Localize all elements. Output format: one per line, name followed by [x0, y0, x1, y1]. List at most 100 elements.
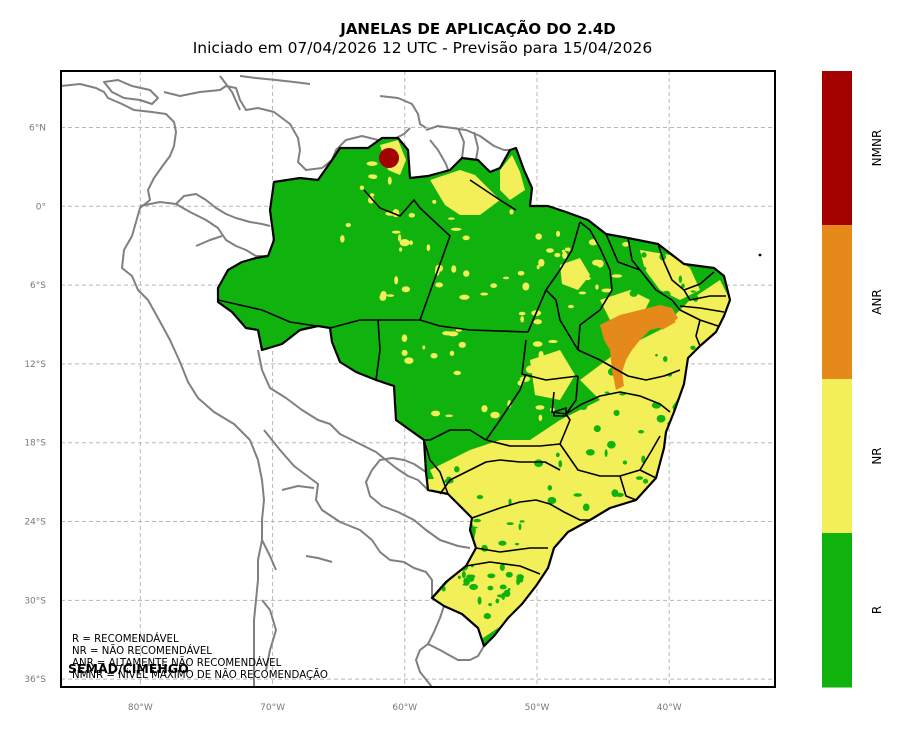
legend-line-r: R = RECOMENDÁVEL [72, 632, 179, 645]
r-speckle [495, 598, 500, 604]
nr-speckle [366, 161, 378, 166]
nr-speckle [430, 352, 438, 359]
nr-speckle [533, 319, 542, 325]
nr-speckle [622, 242, 630, 247]
nr-speckle [535, 233, 542, 240]
r-speckle [638, 430, 645, 434]
r-speckle [547, 485, 553, 491]
nr-speckle [535, 405, 545, 410]
nr-speckle [554, 252, 561, 258]
colorbar-label-nr: NR [870, 447, 884, 464]
nr-speckle [538, 351, 544, 360]
nr-speckle [459, 294, 470, 300]
nr-speckle [445, 414, 453, 418]
nr-speckle [432, 199, 437, 204]
r-speckle [483, 613, 492, 620]
nr-speckle [548, 339, 558, 344]
r-speckle [468, 575, 475, 582]
nr-speckle [408, 213, 416, 218]
r-speckle [446, 476, 452, 479]
coastlines [61, 75, 510, 687]
r-speckle [585, 449, 595, 456]
nr-speckle [401, 286, 411, 293]
nr-speckle [398, 234, 402, 242]
colorbar-segment-anr [822, 225, 852, 380]
nr-speckle [518, 311, 526, 316]
nr-speckle [391, 230, 401, 234]
r-speckle [613, 409, 620, 417]
lon-labels: 80°W 70°W 60°W 50°W 40°W [128, 703, 682, 713]
legend: R = RECOMENDÁVEL NR = NÃO RECOMENDÁVEL A… [68, 632, 328, 681]
lat-labels: 6°N 0° 6°S 12°S 18°S 24°S 30°S 36°S [24, 123, 46, 685]
lon-tick-label: 50°W [525, 703, 550, 713]
nr-speckle [463, 270, 470, 277]
island-marker [758, 253, 762, 257]
state-borders [216, 136, 732, 648]
r-speckle [508, 498, 512, 506]
r-speckle [498, 540, 507, 546]
nr-speckle [601, 288, 613, 293]
r-speckle [462, 583, 469, 586]
r-speckle [503, 589, 511, 598]
r-speckle [628, 276, 637, 282]
r-speckle [498, 594, 506, 598]
nr-speckle [584, 276, 591, 281]
nr-speckle [379, 293, 387, 301]
r-speckle [656, 414, 666, 423]
nr-speckle [359, 185, 365, 190]
r-speckle [655, 353, 658, 357]
nr-speckle [447, 331, 459, 337]
nr-speckle [401, 334, 408, 343]
nr-speckle [480, 292, 489, 296]
nr-speckle [422, 345, 426, 350]
r-speckle [663, 356, 668, 363]
colorbar: NMNR ANR NR R [822, 71, 884, 688]
nr-speckle [517, 270, 525, 276]
nr-speckle [568, 304, 574, 309]
r-speckle [678, 275, 683, 284]
r-speckle [515, 542, 520, 546]
nr-speckle [562, 251, 568, 259]
legend-line-nmnr: NMNR = NÍVEL MÁXIMO DE NÃO RECOMENDAÇÃO [72, 668, 328, 681]
nr-speckle [566, 247, 571, 252]
nr-speckle [595, 284, 599, 290]
nr-speckle [449, 350, 455, 356]
nr-speckle [536, 265, 540, 270]
nr-speckle [578, 291, 587, 295]
nr-speckle [431, 410, 441, 417]
r-speckle [506, 522, 514, 525]
nr-speckle [458, 341, 466, 348]
lon-tick-label: 40°W [657, 703, 682, 713]
r-speckle [469, 583, 478, 591]
lat-tick-label: 36°S [24, 675, 46, 685]
nr-speckle [611, 274, 623, 278]
r-speckle [601, 352, 605, 356]
r-speckle [637, 260, 644, 268]
nr-speckle [490, 283, 498, 288]
r-speckle [635, 476, 644, 480]
r-speckle [696, 276, 700, 280]
lat-tick-label: 6°N [29, 123, 46, 133]
r-speckle [461, 570, 466, 579]
r-speckle [547, 496, 557, 504]
r-speckle [476, 495, 484, 500]
r-speckle [488, 602, 492, 607]
credit-label: SEMAD/CIMEHGO [68, 661, 189, 676]
colorbar-segment-nr [822, 379, 852, 534]
nr-speckle [503, 276, 510, 280]
legend-line-nr: NR = NÃO RECOMENDÁVEL [72, 644, 212, 657]
lat-tick-label: 0° [36, 202, 46, 212]
nr-speckle [546, 248, 554, 253]
colorbar-label-nmnr: NMNR [870, 130, 884, 167]
r-speckle [611, 489, 619, 497]
nr-speckle [394, 276, 399, 285]
r-speckle [473, 518, 481, 523]
nr-speckle [399, 239, 410, 247]
lon-tick-label: 70°W [260, 703, 285, 713]
map-frame [60, 70, 776, 688]
brazil-landmass [216, 136, 762, 648]
nr-speckle [509, 209, 514, 215]
nr-speckle [404, 357, 414, 364]
nr-speckle [345, 222, 351, 228]
legend-line-anr: ANR = ALTAMENTE NÃO RECOMENDÁVEL [72, 656, 282, 669]
